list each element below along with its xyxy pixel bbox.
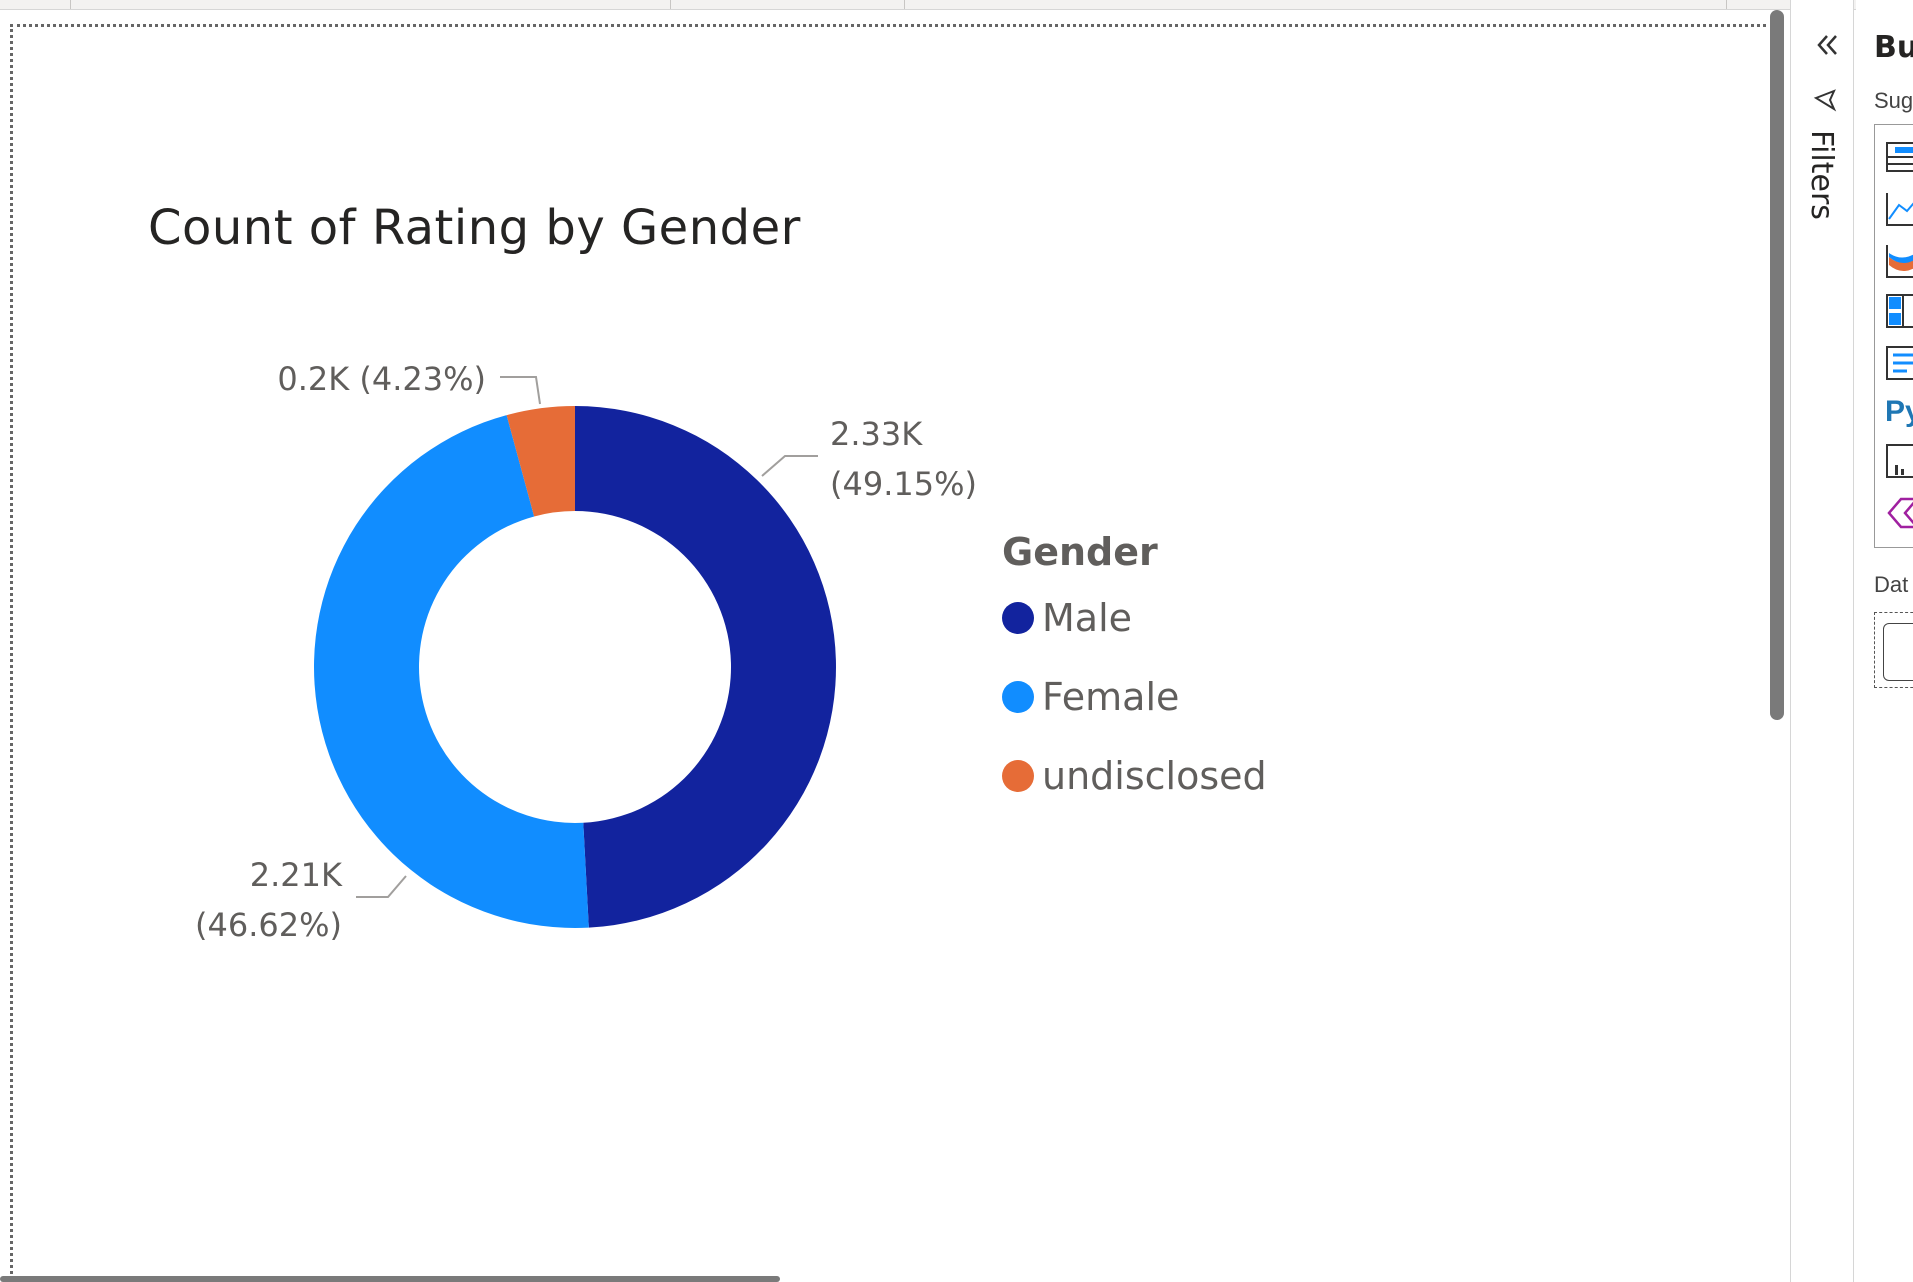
- ribbon-separator: [670, 0, 671, 9]
- data-label-undisclosed: 0.2K (4.23%): [277, 360, 486, 398]
- filters-pane-collapsed[interactable]: Filters: [1790, 0, 1854, 1282]
- power-apps-visual-icon[interactable]: [1885, 495, 1913, 531]
- build-pane: Bu Sug Py: [1856, 0, 1913, 1282]
- matrix-visual-icon[interactable]: [1885, 293, 1913, 329]
- filters-label[interactable]: Filters: [1804, 130, 1839, 220]
- python-visual-icon[interactable]: Py: [1885, 395, 1913, 428]
- legend-title: Gender: [1002, 530, 1158, 574]
- data-well[interactable]: [1874, 612, 1913, 688]
- data-label-male: 2.33K: [830, 415, 923, 453]
- donut-slice-male[interactable]: [575, 406, 836, 928]
- legend-item-undisclosed[interactable]: undisclosed: [1002, 753, 1267, 799]
- chart-title: Count of Rating by Gender: [148, 200, 801, 256]
- data-label-percent-male: (49.15%): [830, 465, 977, 503]
- legend-item-female[interactable]: Female: [1002, 674, 1179, 720]
- legend-label: Male: [1042, 596, 1133, 640]
- ribbon-separator: [70, 0, 71, 9]
- donut-slice-undisclosed[interactable]: [506, 406, 575, 517]
- legend-label: undisclosed: [1042, 754, 1267, 798]
- leader-line-undisclosed: [500, 376, 541, 405]
- smart-narrative-visual-icon[interactable]: [1885, 345, 1913, 381]
- visualization-gallery[interactable]: Py: [1874, 124, 1913, 548]
- filter-icon: [1813, 89, 1837, 112]
- suggest-label: Sug: [1874, 88, 1913, 113]
- legend-label: Female: [1042, 675, 1180, 719]
- ribbon-separator: [904, 0, 905, 9]
- vertical-scrollbar[interactable]: [1770, 10, 1784, 720]
- horizontal-scrollbar[interactable]: [0, 1276, 780, 1282]
- data-well-label: Dat: [1874, 572, 1909, 597]
- leader-line-male: [761, 455, 818, 477]
- leader-line-female: [356, 875, 407, 898]
- report-canvas[interactable]: [0, 10, 1768, 1282]
- ribbon-chart-visual-icon[interactable]: [1885, 243, 1913, 279]
- line-chart-visual-icon[interactable]: [1885, 191, 1913, 227]
- legend-item-male[interactable]: Male: [1002, 595, 1132, 641]
- data-label-percent-female: (46.62%): [195, 906, 342, 944]
- donut-visual-container[interactable]: [10, 24, 1766, 1282]
- table-visual-icon[interactable]: [1885, 139, 1913, 175]
- data-well-field[interactable]: [1883, 623, 1913, 681]
- collapse-chevrons-icon[interactable]: [1811, 30, 1841, 60]
- paginated-report-visual-icon[interactable]: [1885, 443, 1913, 479]
- legend-marker-icon: [1002, 602, 1034, 634]
- data-label-female: 2.21K: [250, 856, 343, 894]
- donut-slice-female[interactable]: [313, 415, 589, 928]
- legend-marker-icon: [1002, 760, 1034, 792]
- build-pane-title: Bu: [1874, 30, 1913, 65]
- legend-marker-icon: [1002, 681, 1034, 713]
- ribbon-separator: [1726, 0, 1727, 9]
- donut-chart[interactable]: 2.33K (49.15%) 2.21K (46.62%) 0.2K (4.23%): [0, 0, 1768, 1282]
